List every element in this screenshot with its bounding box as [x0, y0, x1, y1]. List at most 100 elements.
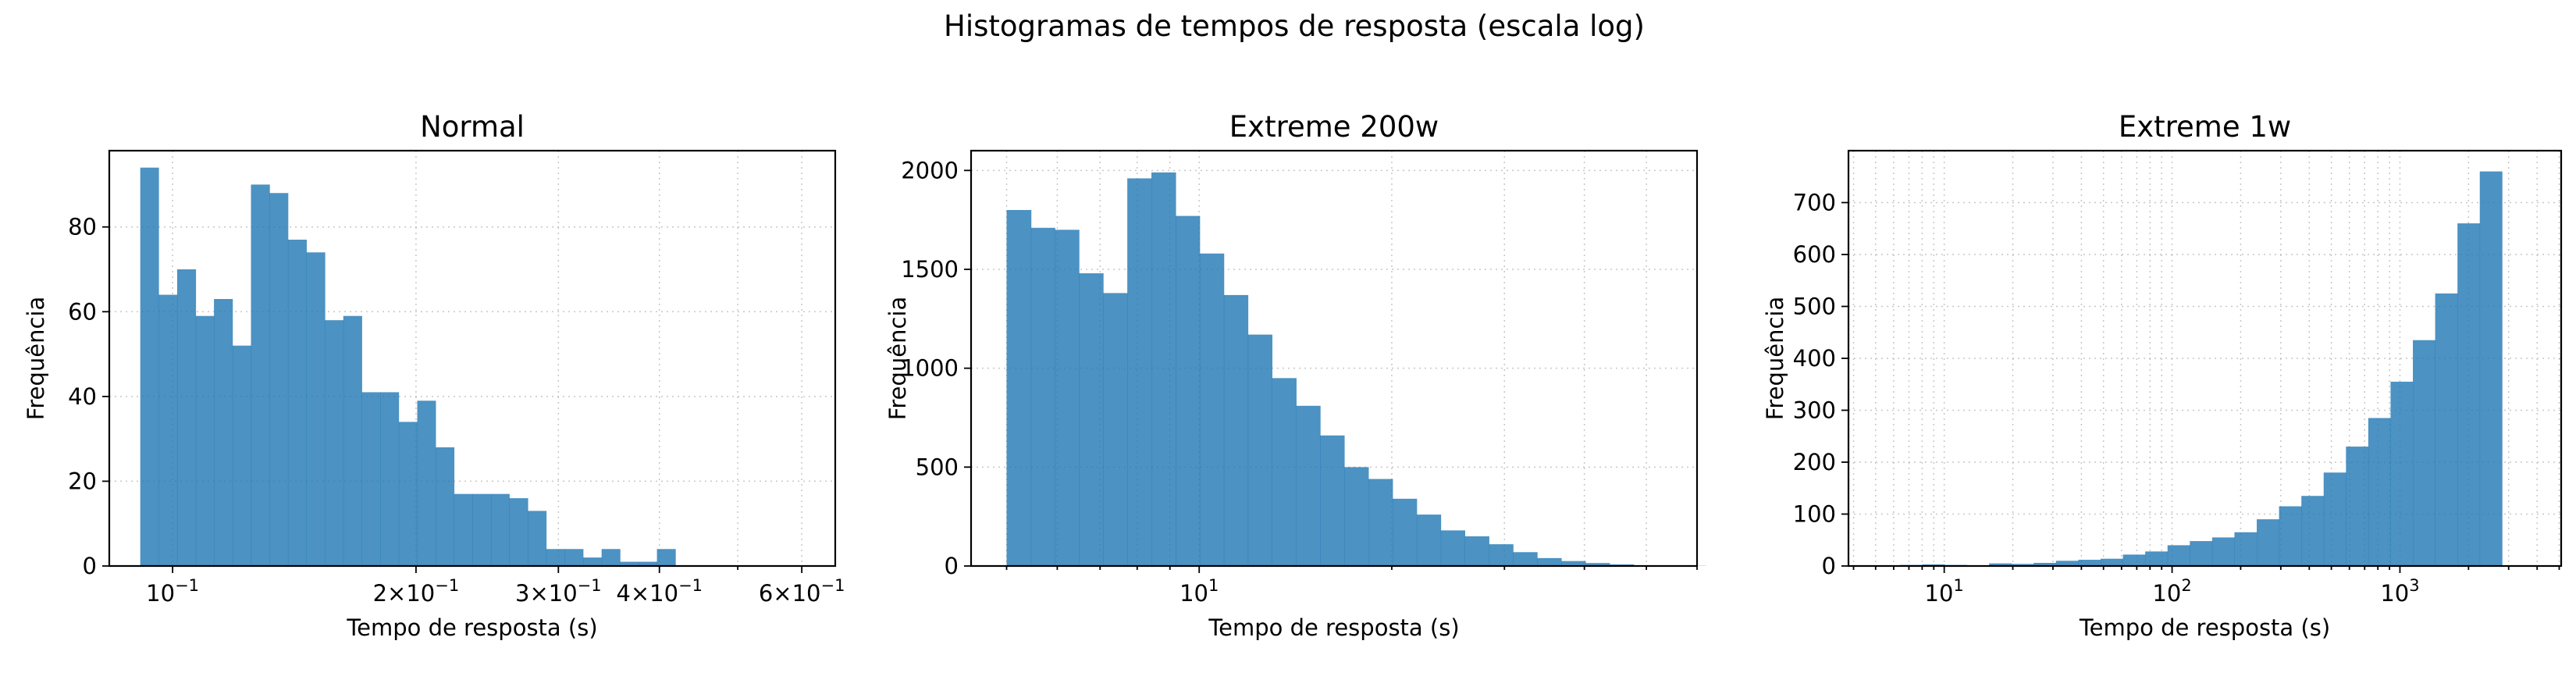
x-tick-label: 101: [1179, 576, 1219, 607]
histogram-bar: [1127, 178, 1152, 566]
panel-title: Normal: [420, 110, 525, 144]
x-tick-exponent: −1: [678, 576, 703, 595]
histogram-bar: [380, 392, 400, 566]
x-tick-label: 101: [1925, 576, 1964, 607]
histogram-bar: [620, 561, 639, 566]
x-tick-exponent: 2: [2181, 576, 2191, 595]
y-axis-label: Frequência: [23, 297, 49, 420]
x-tick-label: 6×10−1: [759, 576, 845, 607]
histogram-bar: [1199, 253, 1225, 566]
x-tick-base: 10: [1925, 580, 1954, 607]
histogram-bar: [2101, 558, 2123, 566]
histogram-bar: [1368, 479, 1393, 566]
y-tick-label: 60: [68, 298, 97, 325]
y-tick-label: 700: [1793, 190, 1836, 216]
x-tick-exponent: 1: [1953, 576, 1963, 595]
x-axis-label: Tempo de resposta (s): [1208, 614, 1459, 641]
histogram-bar: [361, 392, 381, 566]
histogram-bar: [2435, 293, 2458, 566]
x-tick-exponent: 1: [1208, 576, 1219, 595]
histogram-bar: [2479, 171, 2503, 566]
x-tick-label: 2×10−1: [373, 576, 460, 607]
panel-title: Extreme 200w: [1229, 110, 1439, 144]
histogram-bar: [269, 193, 289, 567]
histogram-bar: [398, 422, 418, 566]
y-tick-label: 400: [1793, 345, 1836, 372]
y-tick-label: 1000: [901, 355, 959, 382]
histogram-bar: [1223, 294, 1249, 566]
histogram-bar: [454, 493, 473, 566]
y-tick-label: 1500: [901, 256, 959, 283]
x-tick-mantissa: 6×: [759, 580, 792, 607]
histogram-bar: [2323, 472, 2347, 566]
histogram-bar: [176, 269, 197, 566]
histogram-bar: [2257, 519, 2279, 566]
histogram-bar: [306, 252, 326, 566]
x-tick-mantissa: 2×: [373, 580, 407, 607]
histogram-bar: [1513, 552, 1538, 566]
histogram-bar: [2145, 551, 2169, 566]
y-tick-label: 500: [1793, 294, 1836, 320]
histogram-bar: [1247, 334, 1273, 566]
y-tick-label: 100: [1793, 501, 1836, 528]
histogram-bar: [2413, 340, 2435, 566]
y-tick-label: 2000: [901, 157, 959, 183]
x-tick-label: 3×10−1: [515, 576, 602, 607]
y-axis-label: Frequência: [1762, 297, 1788, 420]
y-tick-label: 0: [83, 553, 97, 579]
histogram-bar: [214, 299, 233, 566]
x-tick-base: 10: [146, 580, 175, 607]
plot-frame: [108, 149, 837, 568]
histogram-bar: [158, 294, 178, 566]
histogram-bar: [140, 167, 159, 566]
histogram-bar: [1393, 498, 1418, 566]
y-tick-label: 20: [68, 468, 97, 494]
histogram-bar: [1489, 544, 1514, 566]
histogram-bar: [1464, 536, 1489, 566]
histogram-bar: [1561, 561, 1586, 566]
y-tick-label: 500: [916, 454, 959, 480]
x-tick-label: 10−1: [146, 576, 199, 607]
histogram-bar: [2211, 537, 2235, 566]
histogram-bar: [583, 557, 603, 566]
histogram-bar: [2346, 447, 2369, 566]
histogram-bar: [2279, 506, 2302, 566]
histogram-bar: [436, 447, 455, 566]
histogram-bar: [490, 493, 510, 566]
histogram-bar: [564, 549, 584, 566]
y-tick-label: 200: [1793, 449, 1836, 475]
histogram-bar: [287, 240, 307, 566]
histogram-bar: [1296, 405, 1321, 566]
x-tick-base: 10: [549, 580, 578, 607]
histogram-bar: [2011, 564, 2034, 566]
histogram-bar: [472, 493, 492, 566]
histogram-bar: [2033, 563, 2057, 566]
histogram-bar: [2390, 381, 2414, 566]
histogram-bar: [1585, 563, 1610, 566]
y-tick-label: 600: [1793, 241, 1836, 268]
histogram-bar: [1030, 227, 1055, 566]
histogram-bar: [656, 549, 676, 566]
histogram-bar: [417, 400, 436, 566]
x-tick-base: 10: [2152, 580, 2181, 607]
x-axis-label: Tempo de resposta (s): [346, 614, 597, 641]
histogram-bar: [1055, 230, 1080, 566]
histogram-bar: [195, 315, 215, 566]
x-tick-base: 10: [649, 580, 678, 607]
histogram-bar: [2457, 223, 2481, 566]
histogram-bar: [528, 511, 547, 566]
histogram-bar: [601, 549, 621, 566]
histogram-bar: [2234, 532, 2258, 566]
histogram-bar: [2122, 554, 2146, 566]
y-tick-label: 40: [68, 383, 97, 410]
x-tick-exponent: −1: [175, 576, 199, 595]
histogram-bar: [1320, 435, 1345, 566]
histogram-bar: [1272, 378, 1297, 566]
histogram-bar: [2167, 545, 2190, 566]
histogram-bar: [2301, 496, 2325, 566]
x-tick-mantissa: 4×: [616, 580, 649, 607]
x-tick-base: 10: [792, 580, 821, 607]
histogram-bar: [343, 315, 362, 566]
chart-panel-1: 10−1 2×10−1 3×10−1 4×10−1 6×10−1020406080Nor…: [23, 110, 845, 641]
